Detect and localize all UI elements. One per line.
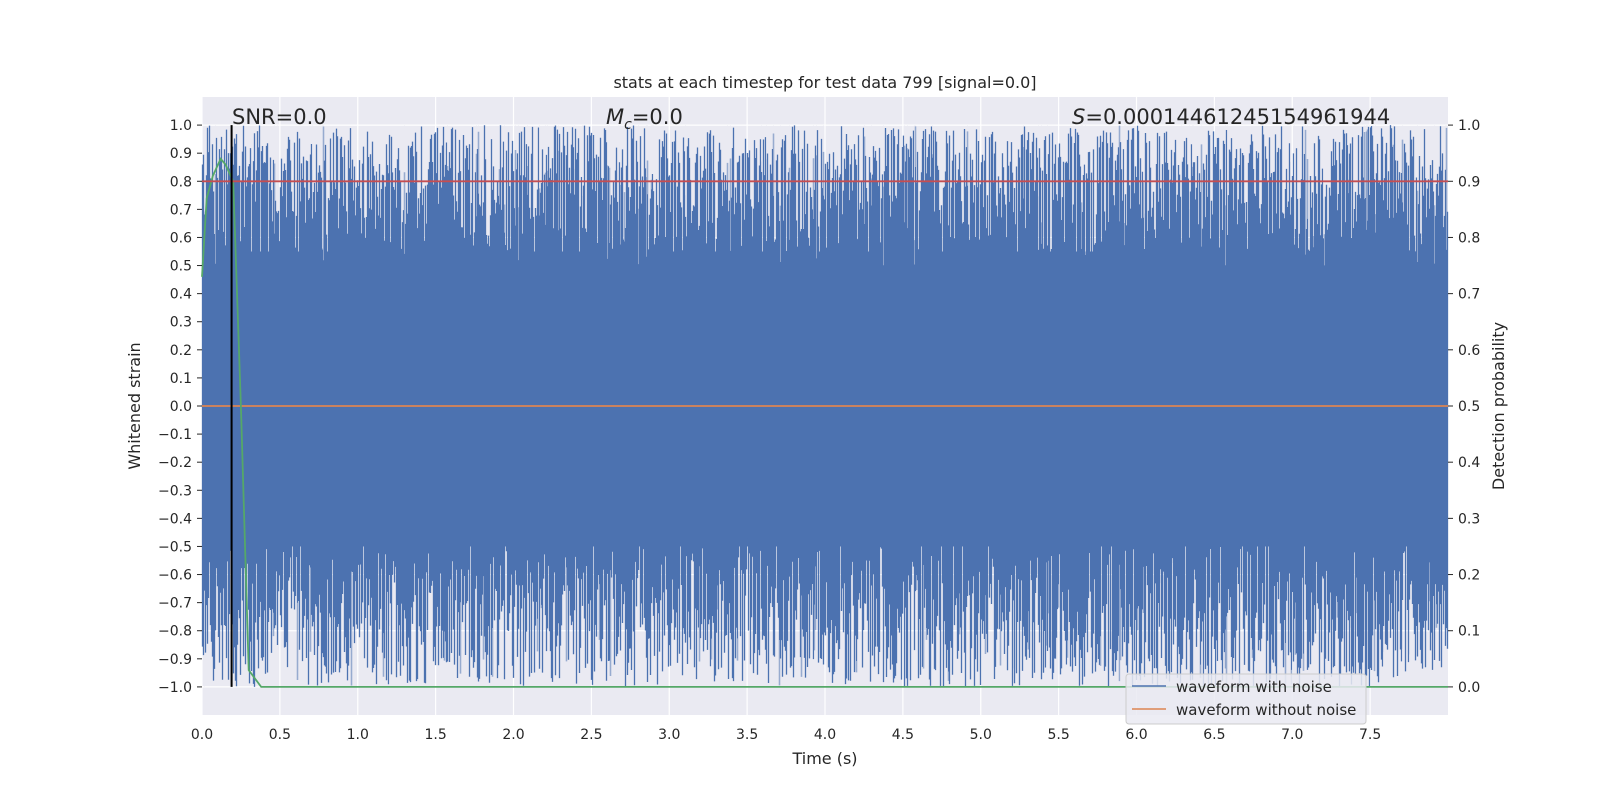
y-tick-label: −0.2 [158, 455, 192, 471]
left-axis: 1.0 0.9 0.8 0.7 0.6 0.5 0.4 0.3 0.2 0.1 0.0 −0.1 −0.… [158, 118, 202, 696]
y-right-tick-label: 0.9 [1458, 174, 1480, 190]
x-tick-label: 0.0 [191, 727, 213, 743]
y-tick-label: −0.3 [158, 483, 192, 499]
y-tick-label: −0.7 [158, 596, 192, 612]
y-right-tick-label: 0.8 [1458, 230, 1480, 246]
s-value: =0.00014461245154961944 [1085, 105, 1390, 129]
x-tick-label: 5.5 [1047, 727, 1069, 743]
x-tick-label: 2.5 [580, 727, 602, 743]
legend-label-noise: waveform with noise [1176, 678, 1332, 696]
y-right-tick-label: 0.3 [1458, 511, 1480, 527]
y-tick-label: −0.8 [158, 624, 192, 640]
x-tick-label: 6.0 [1125, 727, 1147, 743]
chart-title: stats at each timestep for test data 799… [613, 73, 1036, 92]
x-tick-label: 2.0 [502, 727, 524, 743]
snr-annotation: SNR=0.0 [232, 105, 327, 129]
y-tick-label: −0.9 [158, 652, 192, 668]
s-symbol: S [1072, 105, 1085, 129]
x-tick-label: 5.0 [970, 727, 992, 743]
chirp-mass-symbol: M [606, 105, 624, 129]
legend-box [1125, 673, 1367, 725]
y-tick-label: 0.9 [170, 146, 192, 162]
y-tick-label: 0.7 [170, 202, 192, 218]
y-tick-label: 0.3 [170, 315, 192, 331]
y-right-tick-label: 0.1 [1458, 624, 1480, 640]
noise-series [201, 125, 1449, 687]
chirp-mass-annotation: Mc=0.0 [606, 105, 683, 133]
x-tick-label: 1.5 [424, 727, 446, 743]
x-tick-label: 3.0 [658, 727, 680, 743]
s-annotation: S=0.00014461245154961944 [1072, 105, 1390, 129]
y-tick-label: 0.4 [170, 287, 192, 303]
y-right-tick-label: 0.7 [1458, 287, 1480, 303]
y-tick-label: 0.0 [170, 399, 192, 415]
x-tick-label: 0.5 [269, 727, 291, 743]
series-line-2 [201, 157, 1448, 688]
y-tick-label: −1.0 [158, 680, 192, 696]
y-right-tick-label: 0.5 [1458, 399, 1480, 415]
y-tick-label: −0.5 [158, 539, 192, 555]
y-right-tick-label: 1.0 [1458, 118, 1480, 134]
legend: waveform with noise waveform without noi… [1125, 673, 1367, 725]
legend-label-clean: waveform without noise [1176, 701, 1356, 719]
y-tick-label: 0.5 [170, 259, 192, 275]
y-tick-label: 0.2 [170, 343, 192, 359]
y-tick-label: 0.1 [170, 371, 192, 387]
y-tick-label: 1.0 [170, 118, 192, 134]
x-tick-label: 4.5 [892, 727, 914, 743]
y-right-tick-label: 0.4 [1458, 455, 1480, 471]
y-tick-label: 0.8 [170, 174, 192, 190]
y-axis-label-right: Detection probability [1489, 322, 1508, 490]
right-axis: 1.0 0.9 0.8 0.7 0.6 0.5 0.4 0.3 0.2 0.1 0.0 [1448, 118, 1480, 696]
y-tick-label: −0.4 [158, 511, 192, 527]
y-right-tick-label: 0.0 [1458, 680, 1480, 696]
y-right-tick-label: 0.2 [1458, 568, 1480, 584]
x-tick-label: 6.5 [1203, 727, 1225, 743]
x-axis: 0.0 0.5 1.0 1.5 2.0 2.5 3.0 3.5 4.0 4.5 5.0 5.5 6.0 6… [191, 727, 1381, 743]
x-tick-label: 1.0 [347, 727, 369, 743]
y-tick-label: −0.6 [158, 568, 192, 584]
chirp-mass-value: =0.0 [632, 105, 683, 129]
x-tick-label: 7.0 [1281, 727, 1303, 743]
lines [201, 125, 1448, 688]
x-axis-label: Time (s) [791, 749, 857, 768]
y-right-tick-label: 0.6 [1458, 343, 1480, 359]
chirp-mass-subscript: c [624, 117, 632, 133]
y-tick-label: −0.1 [158, 427, 192, 443]
y-tick-label: 0.6 [170, 230, 192, 246]
x-tick-label: 7.5 [1359, 727, 1381, 743]
x-tick-label: 3.5 [736, 727, 758, 743]
x-tick-label: 4.0 [814, 727, 836, 743]
y-axis-label: Whitened strain [125, 342, 144, 469]
